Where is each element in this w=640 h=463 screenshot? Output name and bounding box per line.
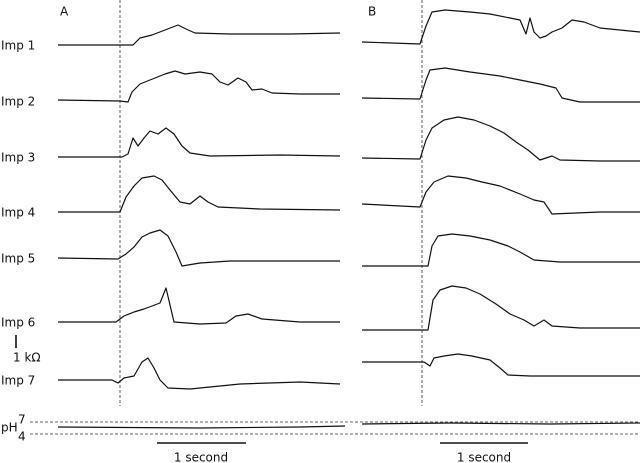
trace — [58, 175, 341, 213]
row-label: Imp 3 — [1, 151, 35, 165]
row-label: Imp 7 — [1, 374, 35, 388]
impedance-scale-label: 1 kΩ — [13, 351, 41, 365]
trace — [361, 67, 640, 103]
ph-tick-label: 7 — [18, 413, 26, 427]
row-label: Imp 4 — [1, 206, 35, 220]
trace — [58, 127, 341, 158]
row-label: Imp 5 — [1, 252, 35, 266]
time-scale-label: 1 second — [174, 451, 228, 463]
row-label: Imp 2 — [1, 95, 35, 109]
trace — [362, 233, 640, 267]
trace — [58, 24, 341, 46]
ph-tick-label: 4 — [18, 430, 26, 444]
trace — [58, 357, 341, 390]
panel-label: A — [60, 5, 69, 19]
trace — [57, 70, 340, 103]
trace — [58, 287, 340, 325]
panel-a-traces — [57, 24, 346, 429]
trace — [361, 9, 640, 45]
trace — [362, 285, 640, 331]
trace — [57, 425, 346, 429]
panel-b-traces — [361, 9, 640, 425]
trace — [361, 175, 640, 215]
trace — [361, 116, 640, 162]
row-label: Imp 6 — [1, 316, 35, 330]
trace — [361, 422, 640, 425]
time-scale-label: 1 second — [457, 451, 511, 463]
row-label: Imp 1 — [1, 39, 35, 53]
panel-label: B — [368, 5, 376, 19]
row-label: pH — [1, 421, 18, 435]
trace — [362, 353, 640, 377]
trace — [57, 229, 340, 267]
